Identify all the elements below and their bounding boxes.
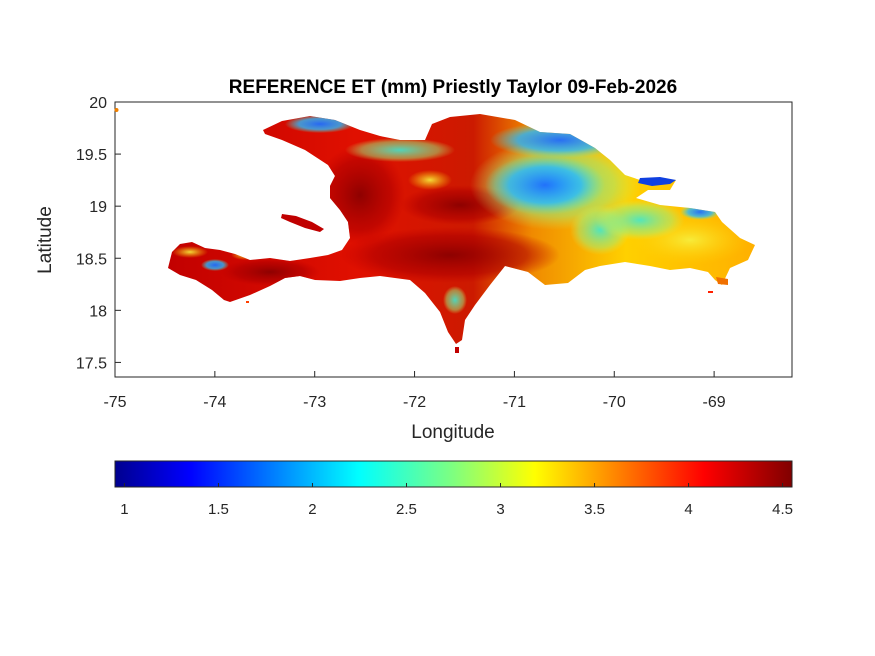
low-et-zone — [345, 138, 455, 162]
x-tick-label: -75 — [103, 394, 126, 411]
y-tick-label: 17.5 — [76, 355, 107, 372]
x-axis: -75 -74 -73 -72 -71 -70 -69 — [103, 371, 726, 411]
colorbar-tick-label: 2 — [308, 501, 316, 518]
colorbar-tick-label: 3 — [496, 501, 504, 518]
colorbar-tick-label: 1 — [120, 501, 128, 518]
mid-et-zone — [443, 286, 467, 314]
speck — [708, 291, 713, 293]
chart-title: REFERENCE ET (mm) Priestly Taylor 09-Feb… — [229, 77, 677, 98]
x-tick-label: -71 — [503, 394, 526, 411]
saona-island — [716, 277, 728, 285]
y-tick-label: 19.5 — [76, 147, 107, 164]
x-tick-label: -72 — [403, 394, 426, 411]
y-axis: 20 19.5 19 18.5 18 17.5 — [76, 95, 121, 372]
y-tick-label: 20 — [89, 95, 107, 112]
x-axis-label: Longitude — [411, 422, 494, 443]
corner-speck — [114, 108, 119, 112]
colorbar-tick-label: 1.5 — [208, 501, 229, 518]
mid-et-zone — [595, 200, 685, 240]
low-et-zone — [201, 259, 229, 271]
map-layer — [114, 108, 755, 353]
y-axis-label: Latitude — [35, 206, 56, 274]
x-tick-label: -69 — [703, 394, 726, 411]
y-tick-label: 18 — [89, 303, 107, 320]
colorbar-tick-label: 4.5 — [772, 501, 793, 518]
tortuga-island — [638, 177, 676, 186]
beata-island — [455, 347, 459, 353]
mid-et-zone — [172, 246, 208, 258]
mid-et-zone — [408, 170, 452, 190]
x-tick-label: -73 — [303, 394, 326, 411]
colorbar-ticks: 1 1.5 2 2.5 3 3.5 4 4.5 — [120, 483, 793, 518]
x-tick-label: -70 — [603, 394, 626, 411]
colorbar-tick-label: 2.5 — [396, 501, 417, 518]
gonave-island — [281, 214, 324, 232]
colorbar-tick-label: 3.5 — [584, 501, 605, 518]
y-tick-label: 18.5 — [76, 251, 107, 268]
colorbar — [114, 460, 793, 488]
low-et-zone — [485, 155, 605, 215]
colorbar-tick-label: 4 — [684, 501, 692, 518]
speck — [246, 301, 249, 303]
y-tick-label: 19 — [89, 199, 107, 216]
x-tick-label: -74 — [203, 394, 226, 411]
